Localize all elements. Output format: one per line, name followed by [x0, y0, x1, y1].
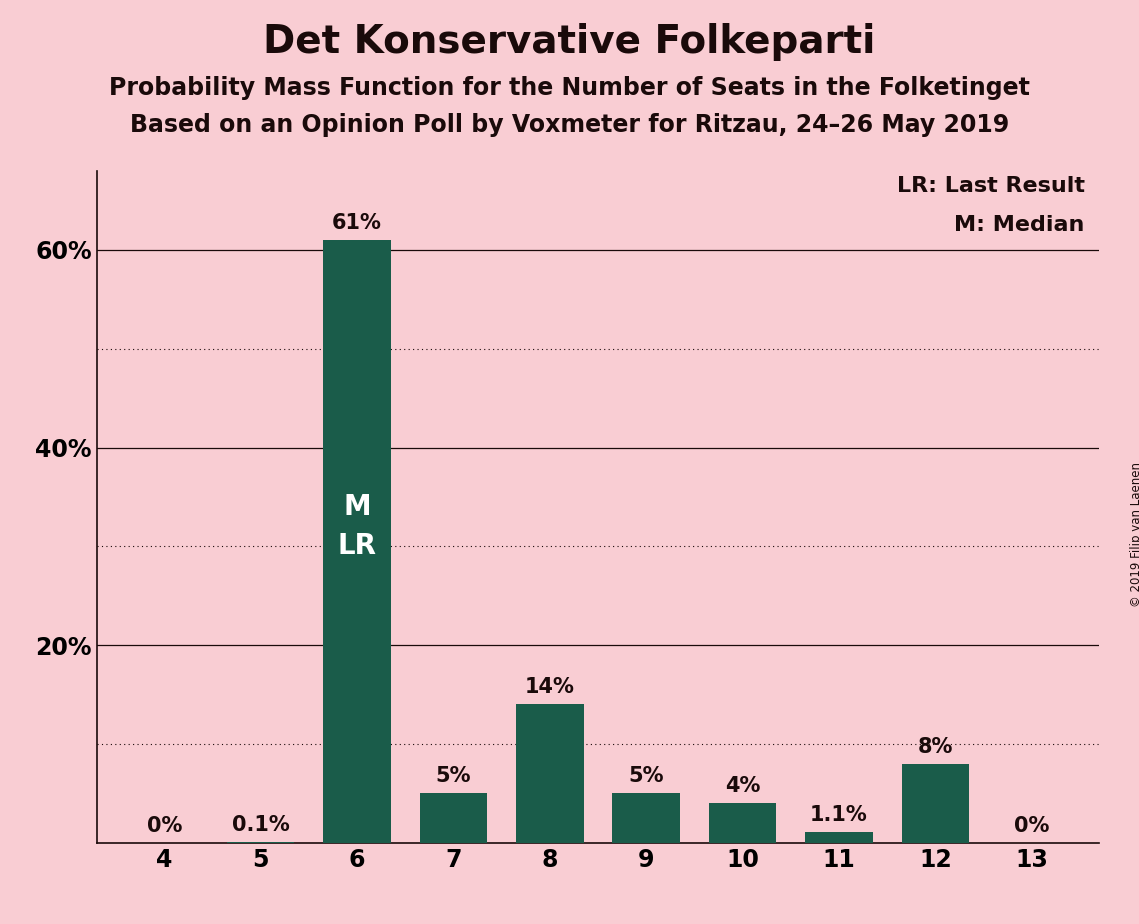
Text: 0.1%: 0.1% [231, 815, 289, 834]
Text: 0%: 0% [147, 816, 182, 836]
Text: 0%: 0% [1014, 816, 1049, 836]
Text: M
LR: M LR [337, 493, 377, 560]
Text: 1.1%: 1.1% [810, 805, 868, 825]
Text: 5%: 5% [435, 766, 472, 786]
Text: LR: Last Result: LR: Last Result [896, 176, 1084, 196]
Text: M: Median: M: Median [954, 215, 1084, 236]
Text: 61%: 61% [333, 213, 382, 233]
Bar [613, 794, 680, 843]
Text: 14%: 14% [525, 677, 575, 698]
Bar [902, 763, 969, 843]
Text: 4%: 4% [724, 776, 760, 796]
Text: © 2019 Filip van Laenen: © 2019 Filip van Laenen [1130, 462, 1139, 607]
Text: Det Konservative Folkeparti: Det Konservative Folkeparti [263, 23, 876, 61]
Text: 5%: 5% [629, 766, 664, 786]
Bar [708, 803, 777, 843]
Bar [516, 704, 583, 843]
Text: Based on an Opinion Poll by Voxmeter for Ritzau, 24–26 May 2019: Based on an Opinion Poll by Voxmeter for… [130, 113, 1009, 137]
Text: Probability Mass Function for the Number of Seats in the Folketinget: Probability Mass Function for the Number… [109, 76, 1030, 100]
Bar [805, 832, 872, 843]
Bar [419, 794, 487, 843]
Bar [227, 842, 294, 843]
Bar [323, 240, 391, 843]
Text: 8%: 8% [918, 736, 953, 757]
